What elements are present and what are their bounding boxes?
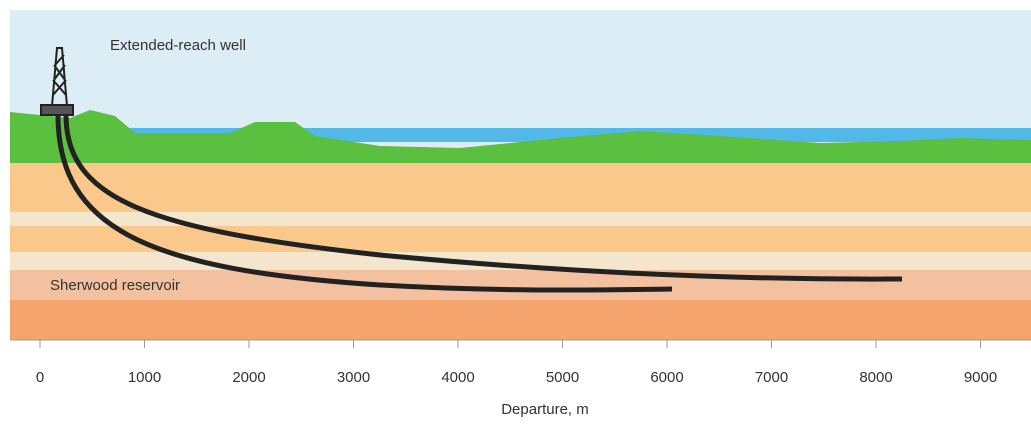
water [120,128,1031,142]
tick-label: 7000 [755,369,788,386]
well-path [63,114,903,282]
reservoir-label: Sherwood reservoir [50,277,180,294]
land [10,110,1031,165]
tick-label: 4000 [441,369,474,386]
ticks: 0 1000 2000 3000 4000 5000 6000 7000 8000 9000 [36,340,997,386]
tick-label: 8000 [859,369,892,386]
derrick [40,47,74,116]
reservoir-layer [10,270,1031,300]
layer [10,300,1031,340]
layer [10,226,1031,252]
tick-label: 9000 [964,369,997,386]
tick-label: 3000 [337,369,370,386]
tick-label: 1000 [128,369,161,386]
title: Extended-reach well [110,37,246,54]
axis-label: Departure, m [501,401,589,418]
tick-label: 0 [36,369,44,386]
well-path [55,114,673,293]
layer [10,252,1031,270]
tick-label: 2000 [232,369,265,386]
tick-label: 5000 [546,369,579,386]
layer [10,212,1031,226]
layer [10,163,1031,212]
tick-label: 6000 [650,369,683,386]
